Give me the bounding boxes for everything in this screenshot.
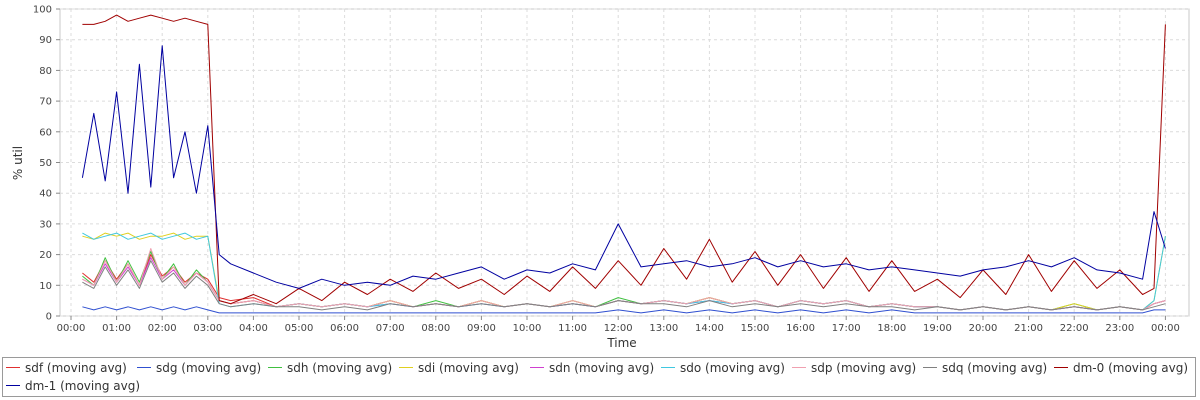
legend-label: dm-1 (moving avg) (25, 379, 141, 393)
legend-swatch (6, 385, 20, 386)
y-tick-label: 30 (39, 219, 52, 230)
x-tick-label: 19:00 (923, 323, 952, 334)
x-tick-label: 15:00 (741, 323, 770, 334)
y-tick-label: 20 (39, 250, 52, 261)
x-tick-label: 01:00 (102, 323, 131, 334)
y-tick-label: 50 (39, 158, 52, 169)
x-tick-label: 17:00 (832, 323, 861, 334)
y-tick-label: 60 (39, 127, 52, 138)
x-tick-label: 06:00 (330, 323, 359, 334)
legend-swatch (792, 367, 806, 368)
legend-label: sdh (moving avg) (287, 361, 393, 375)
legend-label: sdo (moving avg) (680, 361, 785, 375)
x-tick-label: 10:00 (513, 323, 542, 334)
legend-label: dm-0 (moving avg) (1073, 361, 1189, 375)
x-tick-label: 09:00 (467, 323, 496, 334)
y-tick-label: 10 (39, 281, 52, 292)
legend-item: sdp (moving avg) (792, 359, 916, 377)
x-tick-label: 05:00 (285, 323, 314, 334)
legend-item: sdg (moving avg) (137, 359, 261, 377)
x-tick-label: 03:00 (193, 323, 222, 334)
legend-swatch (530, 367, 544, 368)
series-line-dm-1 (81, 45, 1166, 289)
legend-item: sdi (moving avg) (399, 359, 519, 377)
legend-label: sdg (moving avg) (156, 361, 262, 375)
legend: sdf (moving avg) sdg (moving avg) sdh (mov… (2, 357, 1196, 397)
x-tick-label: 23:00 (1105, 323, 1134, 334)
x-tick-label: 16:00 (786, 323, 815, 334)
x-tick-label: 22:00 (1060, 323, 1089, 334)
x-tick-label: 04:00 (239, 323, 268, 334)
x-axis-label: Time (606, 336, 636, 350)
legend-swatch (1054, 367, 1068, 368)
legend-label: sdf (moving avg) (25, 361, 127, 375)
axes: 0 10 20 30 40 50 60 70 80 90 100 00:00 01:00 02:00 03:… (33, 5, 1180, 335)
legend-label: sdp (moving avg) (811, 361, 917, 375)
legend-label: sdq (moving avg) (942, 361, 1048, 375)
x-tick-label: 20:00 (969, 323, 998, 334)
x-tick-label: 21:00 (1014, 323, 1043, 334)
legend-label: sdi (moving avg) (418, 361, 519, 375)
legend-item: sdn (moving avg) (530, 359, 654, 377)
y-tick-label: 100 (33, 5, 52, 16)
legend-swatch (137, 367, 151, 368)
legend-item: dm-1 (moving avg) (6, 377, 140, 395)
y-tick-label: 70 (39, 97, 52, 108)
legend-item: sdq (moving avg) (923, 359, 1047, 377)
legend-swatch (268, 367, 282, 368)
series-line-sdq (82, 260, 1166, 311)
y-tick-label: 80 (39, 66, 52, 77)
legend-label: sdn (moving avg) (549, 361, 655, 375)
grid (60, 8, 1189, 317)
legend-item: dm-0 (moving avg) (1054, 359, 1188, 377)
series-line-sdg (82, 306, 1166, 314)
x-tick-label: 14:00 (695, 323, 724, 334)
x-tick-label: 11:00 (558, 323, 587, 334)
y-axis-label: % util (11, 146, 25, 180)
x-tick-label: 13:00 (649, 323, 678, 334)
x-tick-label: 02:00 (148, 323, 177, 334)
series-layer (81, 14, 1166, 314)
x-tick-label: 18:00 (877, 323, 906, 334)
y-tick-label: 40 (39, 189, 52, 200)
legend-item: sdf (moving avg) (6, 359, 127, 377)
y-tick-label: 90 (39, 35, 52, 46)
series-line-dm-0 (82, 14, 1166, 305)
legend-swatch (6, 367, 20, 368)
legend-item: sdo (moving avg) (661, 359, 785, 377)
chart: 0 10 20 30 40 50 60 70 80 90 100 00:00 01:00 02:00 03:… (11, 5, 1190, 350)
x-tick-label: 00:00 (1151, 323, 1180, 334)
legend-swatch (399, 367, 413, 368)
x-tick-label: 07:00 (376, 323, 405, 334)
y-tick-label: 0 (46, 312, 52, 323)
x-tick-label: 00:00 (57, 323, 86, 334)
legend-item: sdh (moving avg) (268, 359, 392, 377)
legend-swatch (661, 367, 675, 368)
legend-swatch (923, 367, 937, 368)
x-tick-label: 12:00 (604, 323, 633, 334)
x-tick-label: 08:00 (421, 323, 450, 334)
